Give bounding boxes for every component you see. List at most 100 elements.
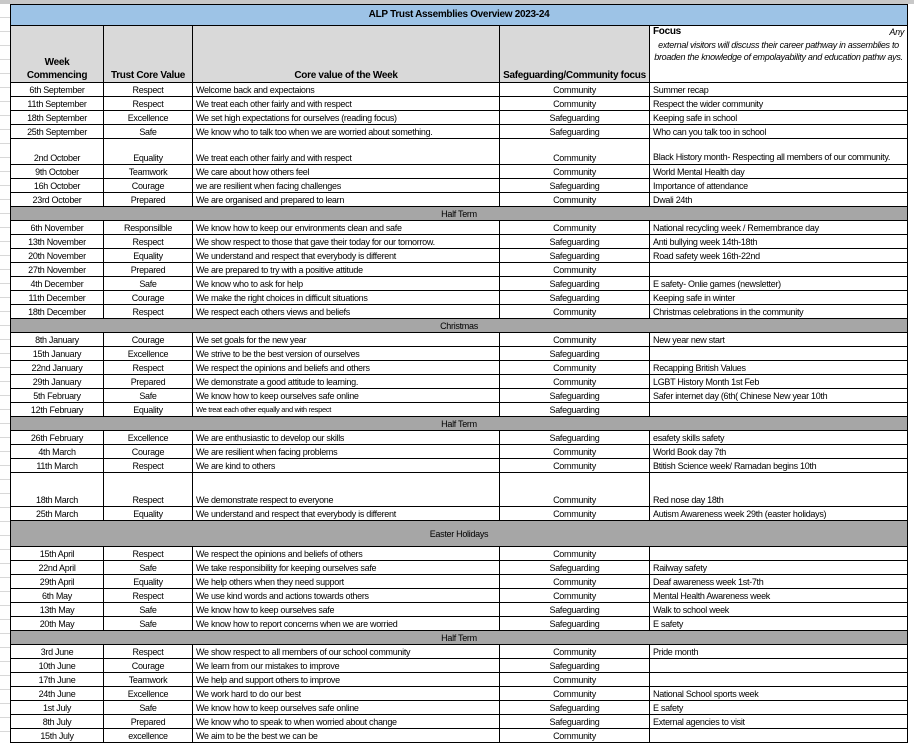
cell-core-value[interactable]: Prepared <box>103 192 193 207</box>
cell-focus[interactable]: E safety <box>648 700 909 715</box>
section-label[interactable]: Half Term <box>9 416 909 431</box>
cell-focus[interactable]: Autism Awareness week 29th (easter holid… <box>648 506 909 521</box>
cell-core-value[interactable]: Respect <box>103 82 193 97</box>
cell-core-statement[interactable]: We demonstrate a good attitude to learni… <box>192 374 500 389</box>
cell-focus[interactable]: Dwali 24th <box>648 192 909 207</box>
cell-core-statement[interactable]: We learn from our mistakes to improve <box>192 658 500 673</box>
cell-core-value[interactable]: Prepared <box>103 262 193 277</box>
cell-core-statement[interactable]: We know who to speak to when worried abo… <box>192 714 500 729</box>
cell-focus[interactable]: E safety <box>648 616 909 631</box>
cell-week[interactable]: 8th July <box>10 714 104 729</box>
cell-week[interactable]: 22nd April <box>10 560 104 575</box>
cell-focus[interactable]: Safer internet day (6th( Chinese New yea… <box>648 388 909 403</box>
cell-core-statement[interactable]: We strive to be the best version of ours… <box>192 346 500 361</box>
cell-week[interactable]: 25th September <box>10 124 104 139</box>
cell-core-statement[interactable]: We understand and respect that everybody… <box>192 506 500 521</box>
cell-core-statement[interactable]: We know who to talk too when we are worr… <box>192 124 500 139</box>
header-week-commencing[interactable]: Week Commencing <box>10 25 104 83</box>
cell-core-value[interactable]: Excellence <box>103 430 193 445</box>
cell-week[interactable]: 8th January <box>10 332 104 347</box>
cell-focus-type[interactable]: Community <box>499 686 650 701</box>
cell-core-statement[interactable]: We are prepared to try with a positive a… <box>192 262 500 277</box>
cell-core-value[interactable]: Equality <box>103 506 193 521</box>
cell-focus-type[interactable]: Safeguarding <box>499 124 650 139</box>
cell-focus[interactable]: Keeping safe in winter <box>648 290 909 305</box>
cell-focus[interactable]: Who can you talk too in school <box>648 124 909 139</box>
cell-core-value[interactable]: Courage <box>103 658 193 673</box>
cell-core-value[interactable]: Teamwork <box>103 672 193 687</box>
cell-focus[interactable] <box>648 546 909 561</box>
cell-core-statement[interactable]: We know how to report concerns when we a… <box>192 616 500 631</box>
cell-focus[interactable] <box>648 346 909 361</box>
cell-focus-type[interactable]: Safeguarding <box>499 616 650 631</box>
cell-focus[interactable]: Walk to school week <box>648 602 909 617</box>
cell-focus-type[interactable]: Safeguarding <box>499 658 650 673</box>
cell-core-value[interactable]: Excellence <box>103 346 193 361</box>
cell-focus[interactable]: Red nose day 18th <box>648 472 909 507</box>
cell-focus-type[interactable]: Community <box>499 588 650 603</box>
cell-focus-type[interactable]: Community <box>499 728 650 743</box>
cell-week[interactable]: 27th November <box>10 262 104 277</box>
cell-focus-type[interactable]: Community <box>499 458 650 473</box>
cell-week[interactable]: 20th May <box>10 616 104 631</box>
cell-core-statement[interactable]: Welcome back and expectaions <box>192 82 500 97</box>
cell-focus-type[interactable]: Safeguarding <box>499 346 650 361</box>
cell-core-value[interactable]: Respect <box>103 458 193 473</box>
cell-focus-type[interactable]: Community <box>499 672 650 687</box>
cell-week[interactable]: 12th February <box>10 402 104 417</box>
header-trust-core-value[interactable]: Trust Core Value <box>103 25 193 83</box>
cell-core-statement[interactable]: We are organised and prepared to learn <box>192 192 500 207</box>
cell-focus-type[interactable]: Safeguarding <box>499 248 650 263</box>
cell-week[interactable]: 13th May <box>10 602 104 617</box>
cell-focus-type[interactable]: Safeguarding <box>499 276 650 291</box>
cell-focus-type[interactable]: Community <box>499 472 650 507</box>
cell-core-statement[interactable]: We treat each other equally and with res… <box>192 402 500 417</box>
cell-core-statement[interactable]: We set goals for the new year <box>192 332 500 347</box>
cell-core-value[interactable]: Courage <box>103 332 193 347</box>
section-label[interactable]: Christmas <box>9 318 909 333</box>
cell-core-value[interactable]: Courage <box>103 290 193 305</box>
cell-week[interactable]: 17th June <box>10 672 104 687</box>
cell-core-value[interactable]: Safe <box>103 616 193 631</box>
cell-week[interactable]: 18th December <box>10 304 104 319</box>
cell-focus[interactable]: Anti bullying week 14th-18th <box>648 234 909 249</box>
cell-week[interactable]: 18th September <box>10 110 104 125</box>
section-label[interactable]: Half Term <box>9 206 909 221</box>
cell-core-statement[interactable]: We treat each other fairly and with resp… <box>192 96 500 111</box>
cell-core-statement[interactable]: We understand and respect that everybody… <box>192 248 500 263</box>
cell-week[interactable]: 6th May <box>10 588 104 603</box>
cell-core-statement[interactable]: We are kind to others <box>192 458 500 473</box>
cell-core-value[interactable]: Respect <box>103 588 193 603</box>
cell-focus-type[interactable]: Community <box>499 644 650 659</box>
cell-core-value[interactable]: excellence <box>103 728 193 743</box>
cell-focus-type[interactable]: Safeguarding <box>499 602 650 617</box>
cell-core-value[interactable]: Respect <box>103 304 193 319</box>
cell-core-statement[interactable]: We know how to keep our environments cle… <box>192 220 500 235</box>
cell-focus[interactable]: Pride month <box>648 644 909 659</box>
cell-core-value[interactable]: Equality <box>103 402 193 417</box>
cell-core-statement[interactable]: We aim to be the best we can be <box>192 728 500 743</box>
cell-week[interactable]: 13th November <box>10 234 104 249</box>
cell-week[interactable]: 15th July <box>10 728 104 743</box>
cell-focus-type[interactable]: Community <box>499 82 650 97</box>
cell-focus-type[interactable]: Safeguarding <box>499 234 650 249</box>
cell-core-value[interactable]: Respect <box>103 472 193 507</box>
cell-core-value[interactable]: Respect <box>103 234 193 249</box>
cell-core-statement[interactable]: We know how to keep ourselves safe <box>192 602 500 617</box>
cell-core-statement[interactable]: We respect the opinions and beliefs and … <box>192 360 500 375</box>
cell-core-statement[interactable]: We demonstrate respect to everyone <box>192 472 500 507</box>
cell-focus-type[interactable]: Community <box>499 138 650 165</box>
cell-week[interactable]: 25th March <box>10 506 104 521</box>
cell-core-statement[interactable]: We work hard to do our best <box>192 686 500 701</box>
cell-core-value[interactable]: Courage <box>103 178 193 193</box>
cell-core-value[interactable]: Responsilble <box>103 220 193 235</box>
cell-focus[interactable] <box>648 402 909 417</box>
cell-week[interactable]: 9th October <box>10 164 104 179</box>
cell-core-statement[interactable]: We show respect to all members of our sc… <box>192 644 500 659</box>
cell-focus-type[interactable]: Safeguarding <box>499 290 650 305</box>
cell-focus-type[interactable]: Community <box>499 506 650 521</box>
cell-focus-type[interactable]: Safeguarding <box>499 714 650 729</box>
cell-focus[interactable] <box>648 658 909 673</box>
section-label[interactable]: Easter Holidays <box>9 520 909 547</box>
cell-core-value[interactable]: Safe <box>103 700 193 715</box>
